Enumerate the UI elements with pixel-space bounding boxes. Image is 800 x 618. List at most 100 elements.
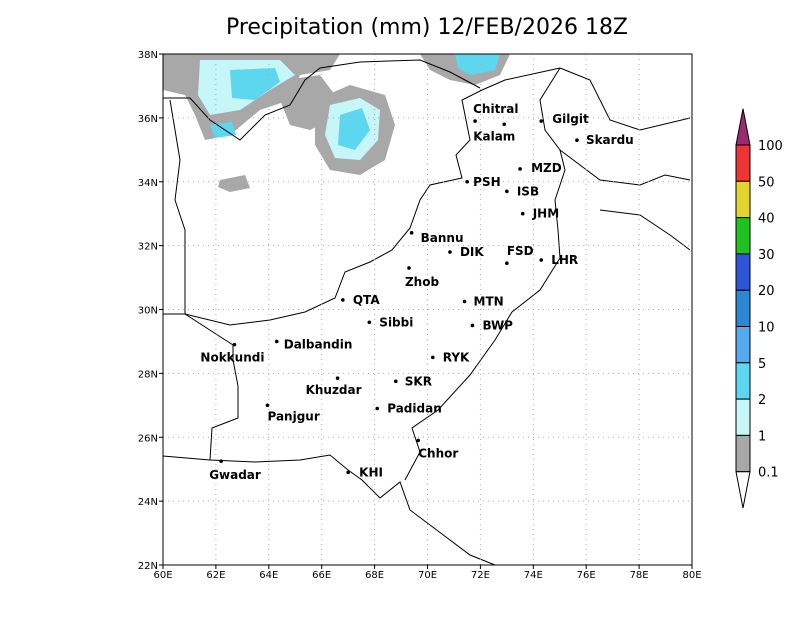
lat-tick-label: 28N [138,369,158,380]
coastline [162,454,496,566]
borders [162,59,691,566]
city-label: PSH [473,175,500,189]
lat-tick-label: 24N [138,497,158,508]
lon-tick-label: 80E [682,570,701,581]
colorbar: 100 50 40 30 20 10 5 2 1 0.1 [735,108,783,509]
lon-tick-label: 72E [471,570,490,581]
city-dot [448,250,452,254]
precip-area [338,108,370,150]
city-dot [346,470,350,475]
city-label: Sibbi [379,315,413,329]
city-dot [470,323,475,328]
city-dot [407,266,411,270]
city-label: MZD [531,161,562,175]
precip-area [210,122,236,138]
lat-tick-label: 22N [138,561,158,572]
lon-tick-label: 66E [312,570,331,581]
colorbar-label: 100 [758,139,783,154]
lat-tick-label: 36N [138,114,158,125]
city-label: Panjgur [267,409,319,423]
city-label: LHR [551,253,578,267]
lon-tick-label: 60E [153,570,172,581]
lat-tick-label: 32N [138,242,158,253]
precip-shading [163,54,510,192]
border-line [404,67,691,481]
city-label: Gwadar [209,468,261,482]
precip-area [230,68,280,100]
city-dot [518,167,522,171]
city-dot [416,438,421,443]
city-label: Chitral [473,102,518,116]
city-label: Skardu [586,133,634,147]
colorbar-box [735,217,751,255]
city-label: ISB [517,184,539,198]
colorbar-label: 50 [758,175,775,190]
colorbar-label: 40 [758,212,775,227]
city-label: QTA [353,293,380,307]
city-label: DIK [460,245,484,259]
border-line [169,99,186,314]
city-label: Zhob [405,275,439,289]
cities: Chitral Gilgit Kalam Skardu MZD PSH ISB JHM Bann… [200,102,633,482]
map-title: Precipitation (mm) 12/FEB/2026 18Z [226,15,628,40]
colorbar-label: 20 [758,284,775,299]
city-dot [367,320,372,325]
city-label: BWP [482,318,513,332]
city-dot [393,379,398,384]
city-dot [265,403,270,408]
colorbar-box [735,253,751,291]
city-dot [430,355,435,360]
colorbar-label: 5 [758,357,766,372]
city-label: MTN [474,295,504,309]
city-dot [409,231,414,235]
lon-tick-label: 70E [418,570,437,581]
city-dot [520,211,525,216]
city-label: Gilgit [552,112,589,126]
colorbar-label: 0.1 [758,466,779,481]
city-label: Padidan [387,402,442,416]
city-label: Khuzdar [306,383,362,397]
precip-area [218,175,250,192]
city-dot [341,298,345,302]
city-dot [274,339,279,344]
city-dot [335,376,340,380]
city-dot [539,258,544,262]
city-dot [539,119,544,123]
lat-tick-label: 34N [138,178,158,189]
lon-tick-label: 68E [365,570,384,581]
city-label: SKR [405,374,432,388]
colorbar-label: 30 [758,248,775,263]
city-dot [465,179,469,184]
grid [159,53,693,569]
city-dot [232,342,237,347]
city-dot [502,122,507,127]
city-dot [473,119,477,123]
lon-tick-label: 78E [630,570,649,581]
lon-tick-label: 62E [206,570,225,581]
lat-tick-label: 30N [138,306,158,317]
colorbar-box [735,362,751,400]
precip-area [455,54,500,75]
city-dot [505,189,509,194]
city-label: KHI [359,465,383,479]
city-label: Bannu [421,231,464,245]
colorbar-cap [735,471,751,509]
city-label: Dalbandin [284,337,353,351]
city-dot [375,406,380,411]
lon-tick-label: 76E [577,570,596,581]
colorbar-box [735,326,751,364]
colorbar-box [735,434,751,473]
colorbar-box [735,144,751,182]
colorbar-box [735,398,751,436]
border-line [163,59,481,141]
colorbar-box [735,180,751,219]
lon-tick-label: 74E [524,570,543,581]
city-dot [219,459,223,464]
city-label: RYK [443,350,470,364]
colorbar-label: 1 [758,429,766,444]
border-line [163,67,561,326]
lat-tick-label: 26N [138,433,158,444]
colorbar-label: 10 [758,321,775,336]
